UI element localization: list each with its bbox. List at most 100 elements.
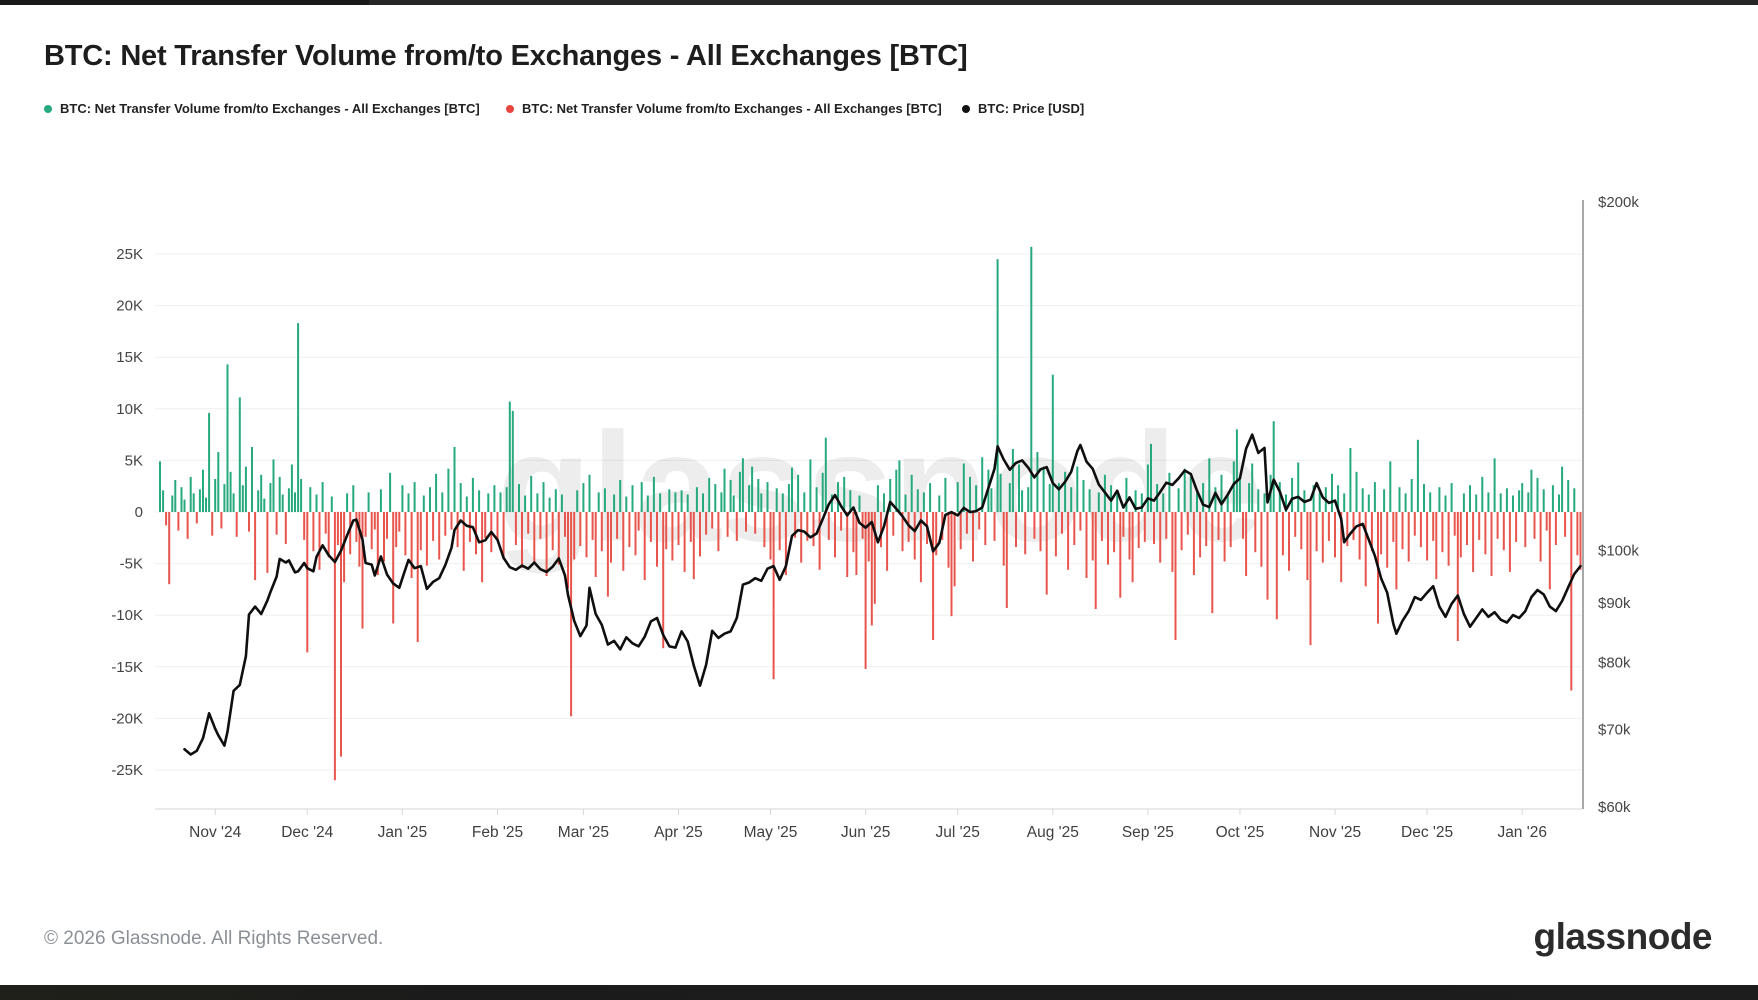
volume-bar-positive [576, 490, 579, 512]
volume-bar-positive [413, 482, 416, 512]
volume-bar-positive [1410, 479, 1413, 512]
volume-bar-negative [1107, 512, 1109, 565]
volume-bar-positive [1263, 493, 1266, 512]
volume-bar-negative [1199, 512, 1202, 558]
volume-bar-positive [251, 447, 253, 512]
volume-bar-positive [1018, 464, 1020, 512]
volume-bar-negative [873, 512, 876, 604]
legend-item-net-volume-positive[interactable]: BTC: Net Transfer Volume from/to Exchang… [44, 101, 480, 116]
volume-bar-positive [849, 490, 852, 512]
volume-bar-negative [932, 512, 935, 640]
volume-bar-positive [287, 488, 290, 512]
volume-bar-positive [499, 492, 502, 512]
volume-bar-negative [533, 512, 536, 562]
volume-bar-negative [1309, 512, 1312, 646]
volume-bar-negative [806, 512, 809, 541]
volume-bar-positive [956, 482, 959, 512]
volume-bar-negative [1300, 512, 1303, 550]
volume-bar-negative [312, 512, 315, 552]
volume-bar-positive [1450, 483, 1453, 512]
volume-bar-negative [1554, 512, 1557, 545]
volume-bar-negative [235, 512, 238, 537]
volume-bar-negative [1131, 512, 1134, 583]
volume-bar-negative [794, 512, 797, 538]
volume-bar-negative [812, 512, 815, 547]
volume-bar-negative [1548, 512, 1551, 590]
volume-bar-positive [830, 494, 833, 512]
volume-bar-negative [1321, 512, 1324, 563]
volume-bar-positive [202, 469, 204, 512]
x-axis-tick-label: Jan '26 [1497, 824, 1547, 841]
volume-bar-negative [1165, 512, 1168, 539]
volume-bar-positive [389, 472, 392, 512]
volume-bar-negative [1192, 512, 1195, 575]
volume-bar-positive [732, 495, 735, 512]
volume-bar-negative [333, 512, 336, 781]
legend-item-price[interactable]: BTC: Price [USD] [962, 101, 1084, 116]
volume-bar-positive [171, 495, 174, 512]
volume-bar-positive [898, 460, 901, 512]
volume-bar-negative [462, 512, 465, 571]
volume-bar-negative [1245, 512, 1248, 576]
volume-bar-positive [1361, 488, 1364, 512]
volume-bar-negative [867, 512, 870, 562]
volume-bar-negative [1079, 512, 1082, 531]
x-axis-tick-label: Sep '25 [1122, 824, 1174, 841]
volume-bar-negative [358, 512, 361, 567]
volume-bar-negative [677, 512, 680, 545]
volume-bar-negative [248, 512, 250, 532]
volume-bar-negative [769, 512, 772, 560]
volume-bar-negative [637, 512, 640, 531]
volume-bar-positive [803, 492, 806, 512]
volume-bar-positive [241, 485, 244, 512]
volume-bar-positive [702, 493, 704, 512]
volume-bar-positive [674, 492, 677, 512]
volume-bar-positive [1383, 489, 1386, 512]
volume-bar-negative [1024, 512, 1027, 555]
volume-bar-positive [1487, 492, 1490, 512]
volume-bar-positive [198, 489, 201, 512]
volume-bar-negative [1061, 512, 1063, 534]
volume-bar-negative [628, 512, 631, 548]
left-axis-tick-label: -5K [120, 556, 143, 573]
volume-bar-positive [183, 499, 186, 512]
volume-bar-positive [603, 488, 606, 512]
volume-bar-negative [1515, 512, 1518, 542]
volume-bar-positive [929, 483, 932, 512]
volume-bar-negative [318, 512, 321, 570]
volume-bar-positive [1146, 464, 1149, 512]
volume-bar-positive [613, 494, 616, 512]
volume-bar-positive [1082, 480, 1085, 512]
volume-bar-positive [435, 473, 438, 512]
volume-bar-positive [530, 475, 533, 512]
volume-bar-negative [864, 512, 867, 669]
volume-bar-negative [1407, 512, 1410, 562]
volume-bar-negative [1579, 512, 1582, 570]
volume-bar-positive [1036, 452, 1039, 512]
right-axis-tick-label: $200k [1598, 194, 1639, 211]
volume-bar-positive [1196, 492, 1198, 512]
volume-bar-negative [622, 512, 625, 571]
volume-bar-positive [652, 476, 655, 512]
legend-item-net-volume-negative[interactable]: BTC: Net Transfer Volume from/to Exchang… [506, 101, 942, 116]
volume-bar-negative [1119, 512, 1122, 598]
volume-bar-positive [1429, 492, 1432, 512]
volume-bar-negative [1334, 512, 1336, 558]
volume-bar-positive [1404, 493, 1407, 512]
volume-bar-positive [760, 493, 763, 512]
volume-bar-negative [370, 512, 373, 550]
volume-bar-negative [1306, 512, 1309, 581]
volume-bar-negative [585, 512, 588, 558]
volume-bar-positive [1235, 429, 1238, 512]
volume-bar-positive [775, 488, 778, 512]
volume-bar-positive [244, 466, 247, 512]
left-axis-tick-label: -10K [111, 607, 143, 624]
volume-bar-negative [717, 512, 720, 552]
volume-bar-positive [1183, 468, 1186, 512]
volume-bar-negative [395, 512, 398, 548]
x-axis-tick-label: Mar '25 [558, 824, 609, 841]
volume-bar-positive [1469, 485, 1471, 512]
volume-bar-negative [496, 512, 499, 541]
volume-bar-negative [1100, 512, 1103, 541]
